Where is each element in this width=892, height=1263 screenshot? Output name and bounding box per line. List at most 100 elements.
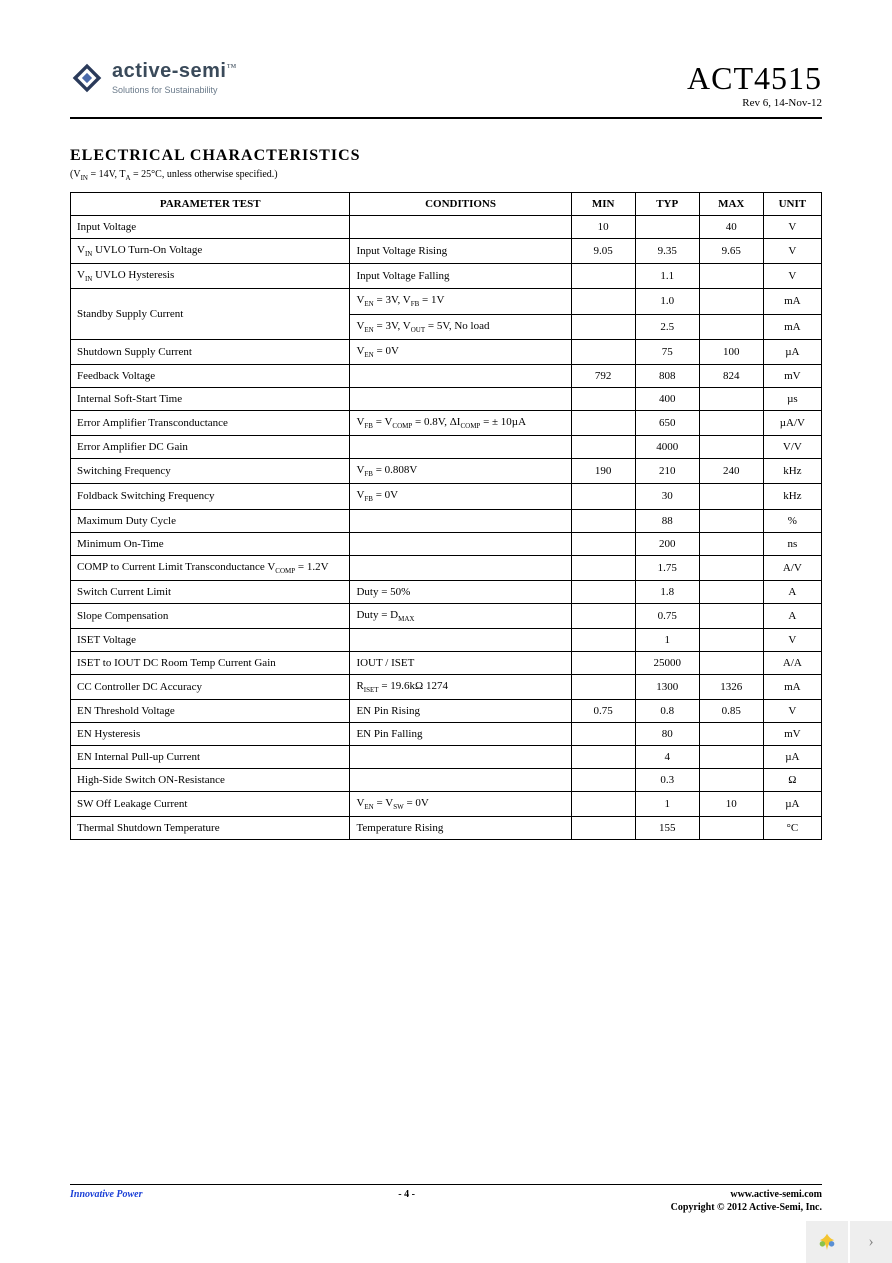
cell-parameter: Error Amplifier DC Gain — [71, 436, 350, 459]
cell-unit: µA — [763, 746, 821, 769]
header-typ: TYP — [635, 193, 699, 216]
cell-min — [571, 603, 635, 628]
cell-max — [699, 314, 763, 339]
cell-conditions: Temperature Rising — [350, 817, 571, 840]
cell-max: 10 — [699, 792, 763, 817]
cell-parameter: ISET to IOUT DC Room Temp Current Gain — [71, 651, 350, 674]
cell-min — [571, 532, 635, 555]
page-header: active-semi™ Solutions for Sustainabilit… — [70, 60, 822, 119]
table-row: Error Amplifier DC Gain4000V/V — [71, 436, 822, 459]
cell-parameter: VIN UVLO Turn-On Voltage — [71, 239, 350, 264]
cell-typ: 0.8 — [635, 700, 699, 723]
cell-typ: 2.5 — [635, 314, 699, 339]
cell-parameter: Standby Supply Current — [71, 289, 350, 339]
cell-typ: 25000 — [635, 651, 699, 674]
cell-parameter: Switching Frequency — [71, 459, 350, 484]
header-unit: UNIT — [763, 193, 821, 216]
cell-unit: A — [763, 603, 821, 628]
cell-max — [699, 264, 763, 289]
cell-conditions — [350, 628, 571, 651]
cell-conditions: EN Pin Falling — [350, 723, 571, 746]
table-row: High-Side Switch ON-Resistance0.3Ω — [71, 769, 822, 792]
table-row: EN Internal Pull-up Current 4 µA — [71, 746, 822, 769]
cell-parameter: Shutdown Supply Current — [71, 339, 350, 364]
cell-min — [571, 509, 635, 532]
cell-conditions — [350, 509, 571, 532]
revision-text: Rev 6, 14-Nov-12 — [687, 97, 822, 109]
cell-parameter: SW Off Leakage Current — [71, 792, 350, 817]
cell-max — [699, 555, 763, 580]
cell-unit: mA — [763, 314, 821, 339]
cell-parameter: EN Internal Pull-up Current — [71, 746, 350, 769]
cell-min: 10 — [571, 216, 635, 239]
cell-conditions — [350, 555, 571, 580]
table-row: EN HysteresisEN Pin Falling80mV — [71, 723, 822, 746]
part-number: ACT4515 — [687, 60, 822, 97]
cell-conditions — [350, 436, 571, 459]
next-page-button[interactable]: › — [850, 1221, 892, 1263]
cell-parameter: Input Voltage — [71, 216, 350, 239]
cell-min — [571, 723, 635, 746]
cell-typ: 0.75 — [635, 603, 699, 628]
cell-conditions: VFB = VCOMP = 0.8V, ΔICOMP = ± 10µA — [350, 410, 571, 435]
cell-parameter: Slope Compensation — [71, 603, 350, 628]
table-row: Minimum On-Time200ns — [71, 532, 822, 555]
cell-unit: mV — [763, 364, 821, 387]
cell-min — [571, 628, 635, 651]
cell-conditions: VEN = 0V — [350, 339, 571, 364]
cell-conditions: RISET = 19.6kΩ 1274 — [350, 674, 571, 699]
cell-parameter: High-Side Switch ON-Resistance — [71, 769, 350, 792]
viewer-pager: › — [806, 1221, 892, 1263]
cell-unit: µs — [763, 387, 821, 410]
cell-max: 40 — [699, 216, 763, 239]
table-row: Input Voltage1040V — [71, 216, 822, 239]
cell-max — [699, 817, 763, 840]
cell-max: 100 — [699, 339, 763, 364]
table-row: SW Off Leakage CurrentVEN = VSW = 0V110µ… — [71, 792, 822, 817]
cell-conditions — [350, 769, 571, 792]
cell-parameter: Switch Current Limit — [71, 580, 350, 603]
cell-typ: 1 — [635, 792, 699, 817]
table-row: COMP to Current Limit Transconductance V… — [71, 555, 822, 580]
table-row: Shutdown Supply CurrentVEN = 0V75100µA — [71, 339, 822, 364]
cell-unit: V — [763, 264, 821, 289]
cell-conditions — [350, 746, 571, 769]
cell-max — [699, 628, 763, 651]
cell-max — [699, 532, 763, 555]
cell-typ: 210 — [635, 459, 699, 484]
cell-conditions: Duty = 50% — [350, 580, 571, 603]
cell-unit: mV — [763, 723, 821, 746]
cell-typ: 9.35 — [635, 239, 699, 264]
cell-min: 9.05 — [571, 239, 635, 264]
table-row: Thermal Shutdown TemperatureTemperature … — [71, 817, 822, 840]
cell-parameter: Thermal Shutdown Temperature — [71, 817, 350, 840]
cell-max — [699, 387, 763, 410]
cell-unit: ns — [763, 532, 821, 555]
cell-conditions: VFB = 0V — [350, 484, 571, 509]
cell-max: 0.85 — [699, 700, 763, 723]
cell-min — [571, 674, 635, 699]
logo-tagline: Solutions for Sustainability — [112, 85, 236, 95]
cell-typ: 1 — [635, 628, 699, 651]
cell-parameter: CC Controller DC Accuracy — [71, 674, 350, 699]
viewer-logo-icon[interactable] — [806, 1221, 848, 1263]
cell-typ: 1.75 — [635, 555, 699, 580]
cell-unit: V — [763, 239, 821, 264]
cell-typ: 1.0 — [635, 289, 699, 314]
cell-parameter: COMP to Current Limit Transconductance V… — [71, 555, 350, 580]
cell-unit: A — [763, 580, 821, 603]
cell-typ: 1.1 — [635, 264, 699, 289]
cell-conditions — [350, 216, 571, 239]
logo-text: active-semi — [112, 60, 226, 82]
cell-unit: V — [763, 628, 821, 651]
cell-typ: 4 — [635, 746, 699, 769]
section-title: ELECTRICAL CHARACTERISTICS — [70, 147, 822, 165]
table-row: CC Controller DC AccuracyRISET = 19.6kΩ … — [71, 674, 822, 699]
cell-min — [571, 817, 635, 840]
cell-min — [571, 555, 635, 580]
table-row: Feedback Voltage792808824mV — [71, 364, 822, 387]
cell-unit: % — [763, 509, 821, 532]
cell-min — [571, 580, 635, 603]
cell-max — [699, 651, 763, 674]
cell-max — [699, 410, 763, 435]
